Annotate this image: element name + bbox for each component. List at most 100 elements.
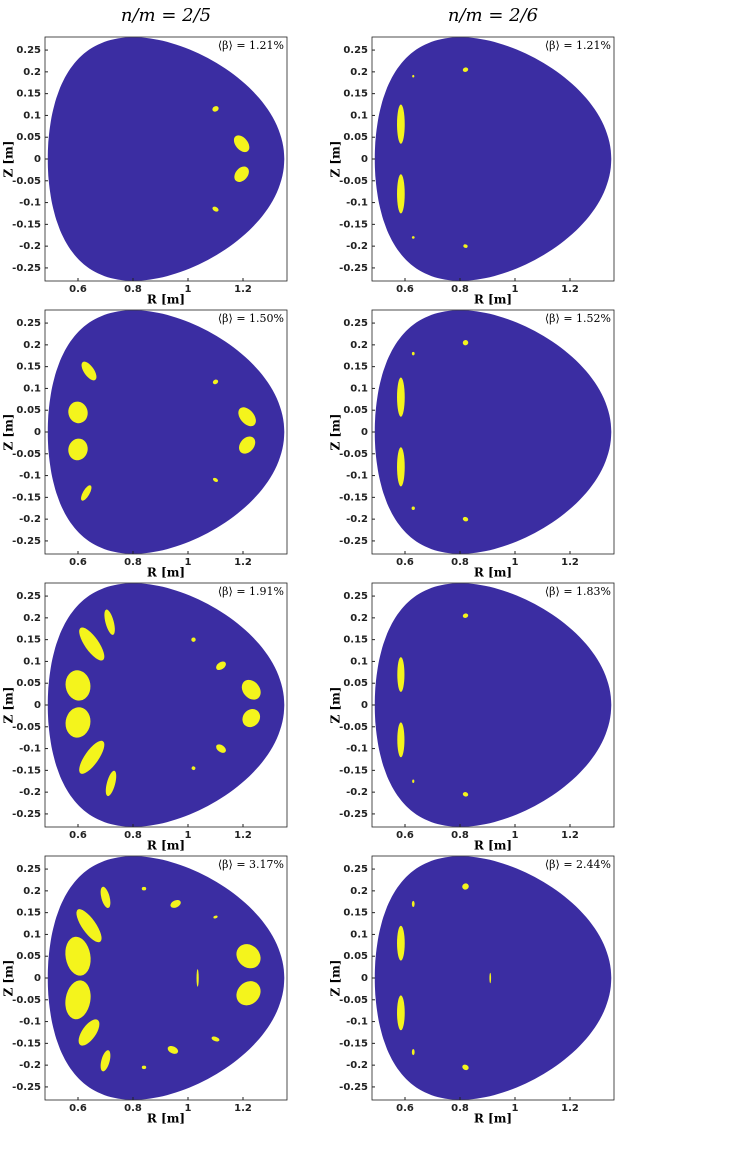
- y-tick-label: -0.15: [339, 765, 368, 776]
- x-axis-label: R [m]: [474, 839, 512, 853]
- y-tick-label: -0.15: [339, 219, 368, 230]
- island: [239, 436, 256, 454]
- y-tick-label: -0.05: [339, 995, 368, 1006]
- y-tick-label: 0.05: [16, 678, 41, 689]
- y-tick-label: -0.2: [346, 1060, 368, 1071]
- x-tick-label: 1: [512, 557, 519, 568]
- y-tick-label: 0.25: [343, 45, 368, 56]
- plasma: [374, 310, 612, 554]
- y-tick-label: 0.05: [343, 405, 368, 416]
- y-tick-label: 0.2: [23, 340, 41, 351]
- y-tick-label: -0.05: [339, 176, 368, 187]
- island: [462, 613, 469, 618]
- island: [68, 401, 88, 424]
- y-tick-label: -0.05: [339, 449, 368, 460]
- island: [462, 340, 469, 346]
- x-axis-label: R [m]: [147, 839, 185, 853]
- y-axis-label: Z [m]: [2, 960, 16, 997]
- panel: 0.6 0.8 1 1.2 0.25 0.2 0.15 0.1 0.05 0 -0.05 -0.1 -0…: [2, 582, 288, 853]
- x-tick-label: 1.2: [234, 830, 252, 841]
- island: [412, 779, 415, 783]
- y-tick-label: -0.05: [12, 995, 41, 1006]
- plasma: [47, 856, 285, 1100]
- island: [241, 679, 261, 700]
- x-tick-label: 1.2: [234, 1103, 252, 1114]
- island: [65, 707, 91, 738]
- y-tick-label: 0.2: [350, 886, 368, 897]
- island: [65, 670, 91, 701]
- island: [212, 379, 219, 385]
- y-axis-label: Z [m]: [2, 414, 16, 451]
- y-tick-label: 0.25: [343, 318, 368, 329]
- x-tick-label: 1: [185, 1103, 192, 1114]
- x-tick-label: 0.6: [396, 284, 414, 295]
- island: [236, 944, 261, 969]
- y-axis-label: Z [m]: [2, 141, 16, 178]
- x-axis-label: R [m]: [147, 566, 185, 580]
- island: [397, 657, 405, 692]
- panel: 0.6 0.8 1 1.2 0.25 0.2 0.15 0.1 0.05 0 -0.05 -0.1 -0…: [329, 309, 615, 580]
- y-tick-label: 0.1: [350, 929, 368, 940]
- y-tick-label: -0.05: [339, 722, 368, 733]
- island: [65, 936, 91, 976]
- x-axis-label: R [m]: [474, 293, 512, 307]
- island: [462, 1064, 469, 1071]
- y-tick-label: 0.05: [16, 405, 41, 416]
- y-tick-label: -0.15: [12, 219, 41, 230]
- island: [397, 377, 405, 417]
- column-title: n/m = 2/5: [121, 5, 211, 26]
- y-tick-label: 0.1: [23, 929, 41, 940]
- y-tick-label: 0.05: [343, 678, 368, 689]
- y-tick-label: 0.05: [16, 132, 41, 143]
- x-tick-label: 0.8: [124, 830, 142, 841]
- y-tick-label: 0: [34, 973, 41, 984]
- island: [141, 1065, 147, 1070]
- y-tick-label: 0.1: [23, 110, 41, 121]
- column-title: n/m = 2/6: [448, 5, 538, 26]
- island: [216, 661, 226, 671]
- x-tick-label: 1.2: [561, 284, 579, 295]
- y-tick-label: 0.2: [350, 340, 368, 351]
- island: [65, 980, 91, 1020]
- y-tick-label: -0.05: [12, 722, 41, 733]
- y-tick-label: 0: [34, 427, 41, 438]
- island: [397, 447, 405, 487]
- y-axis-label: Z [m]: [329, 960, 343, 997]
- island: [462, 792, 469, 797]
- island: [213, 915, 218, 919]
- island: [411, 236, 415, 239]
- y-tick-label: -0.1: [346, 744, 368, 755]
- island: [81, 485, 92, 501]
- y-tick-label: 0: [361, 427, 368, 438]
- island: [397, 995, 405, 1031]
- y-tick-label: 0: [34, 700, 41, 711]
- y-tick-label: 0.1: [350, 656, 368, 667]
- x-axis-label: R [m]: [147, 1112, 185, 1126]
- panel: 0.6 0.8 1 1.2 0.25 0.2 0.15 0.1 0.05 0 -0.05 -0.1 -0…: [2, 855, 288, 1126]
- x-tick-label: 0.6: [396, 1103, 414, 1114]
- y-tick-label: 0: [361, 700, 368, 711]
- x-axis-label: R [m]: [474, 566, 512, 580]
- annotation: ⟨β⟩ = 1.50%: [218, 312, 284, 325]
- island: [463, 244, 468, 248]
- y-axis-label: Z [m]: [2, 687, 16, 724]
- y-tick-label: 0.15: [343, 362, 368, 373]
- island: [397, 104, 405, 144]
- island: [236, 981, 261, 1006]
- island: [104, 609, 115, 635]
- y-tick-label: 0.15: [16, 362, 41, 373]
- y-tick-label: 0: [34, 154, 41, 165]
- x-tick-label: 1: [185, 284, 192, 295]
- y-tick-label: -0.25: [12, 809, 41, 820]
- x-tick-label: 1: [512, 1103, 519, 1114]
- y-tick-label: 0.25: [16, 864, 41, 875]
- island: [489, 972, 492, 984]
- x-tick-label: 0.8: [451, 1103, 469, 1114]
- y-tick-label: -0.25: [339, 536, 368, 547]
- y-tick-label: 0.15: [343, 635, 368, 646]
- y-tick-label: -0.25: [12, 1082, 41, 1093]
- y-tick-label: 0.25: [343, 591, 368, 602]
- panel: 0.6 0.8 1 1.2 0.25 0.2 0.15 0.1 0.05 0 -0.05 -0.1 -0…: [329, 582, 615, 853]
- island: [196, 969, 199, 987]
- annotation: ⟨β⟩ = 1.83%: [545, 585, 611, 598]
